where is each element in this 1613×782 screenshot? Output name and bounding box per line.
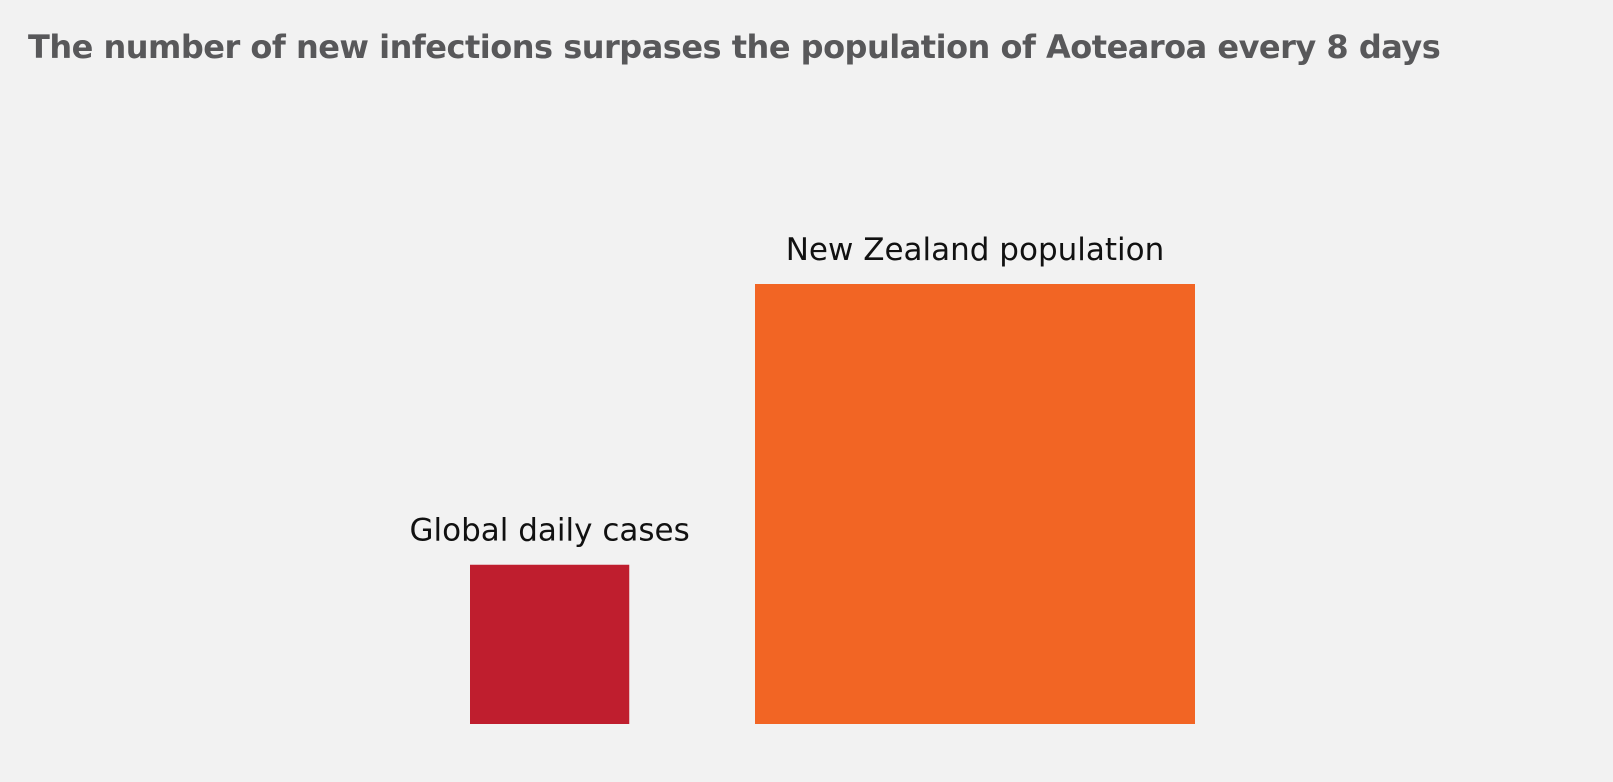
label-new-zealand-population: New Zealand population	[786, 232, 1165, 268]
square-new-zealand-population	[755, 284, 1195, 724]
chart-marks: Global daily cases New Zealand population	[409, 232, 1195, 724]
chart-title: The number of new infections surpases th…	[28, 28, 1441, 66]
square-global-daily-cases	[470, 564, 630, 724]
label-global-daily-cases: Global daily cases	[409, 513, 689, 549]
